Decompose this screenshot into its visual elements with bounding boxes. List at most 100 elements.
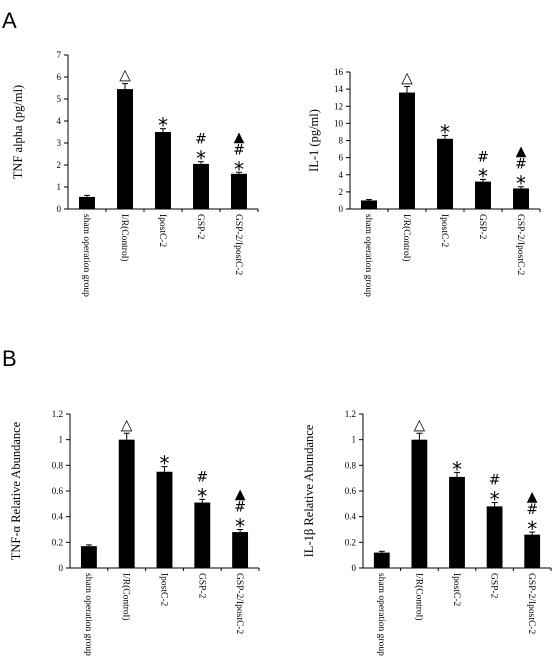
- bar: [193, 163, 209, 209]
- significance-mark: *: [197, 484, 207, 508]
- y-tick-label: 0: [339, 204, 344, 214]
- bar: [155, 132, 171, 209]
- y-tick-label: 4: [57, 116, 62, 126]
- x-category-label: GSP-2: [195, 214, 205, 240]
- significance-mark: ▲: [235, 487, 246, 503]
- x-category-label: GSP-2: [196, 573, 206, 599]
- x-category-label: I/R(Control): [121, 573, 132, 621]
- tnf-alpha-relative-chart: 0 0.2 0.4 0.6 0.8 1 1.2 TNF-α Relative Abundanc…: [9, 409, 260, 656]
- bar: [156, 471, 173, 568]
- y-tick-label: 1: [57, 182, 62, 192]
- significance-mark: #: [195, 132, 207, 148]
- y-tick-label: 6: [57, 72, 62, 82]
- y-tick-label: 0.8: [345, 460, 357, 470]
- significance-mark: #: [196, 469, 208, 485]
- significance-mark: △: [414, 415, 426, 433]
- panel-label-b: B: [2, 346, 17, 371]
- x-category-label: sham operation group: [83, 573, 93, 656]
- significance-mark: ▲: [234, 129, 245, 145]
- y-tick-label: 0.8: [52, 460, 64, 470]
- bar: [80, 546, 97, 568]
- bar: [232, 532, 249, 568]
- il-1beta-relative-chart: 0 0.2 0.4 0.6 0.8 1 1.2 IL-1β Relative Abundanc…: [302, 409, 552, 656]
- y-axis-title: IL-1 (pg/ml): [307, 109, 321, 172]
- y-tick-label: 2: [339, 187, 344, 197]
- x-category-label: IpostC-2: [451, 573, 461, 607]
- y-tick-label: 0: [57, 204, 62, 214]
- bar: [231, 173, 247, 209]
- panel-label-a: A: [2, 8, 17, 33]
- significance-mark: *: [158, 114, 168, 138]
- y-tick-label: 6: [339, 153, 344, 163]
- x-category-label: GSP-2/IpostC-2: [515, 214, 525, 275]
- y-tick-label: 0.4: [345, 512, 357, 522]
- significance-mark: *: [440, 120, 450, 144]
- y-tick-label: 16: [334, 67, 344, 77]
- x-category-label: sham operation group: [363, 214, 373, 297]
- bar: [486, 506, 503, 568]
- bar: [194, 502, 211, 568]
- y-tick-label: 0.2: [345, 537, 356, 547]
- x-category-label: GSP-2/IpostC-2: [233, 214, 243, 275]
- significance-mark: #: [515, 157, 527, 173]
- significance-mark: *: [235, 515, 245, 539]
- x-category-label: sham operation group: [376, 573, 386, 656]
- y-tick-label: 14: [334, 84, 344, 94]
- y-axis-title: TNF alpha (pg/ml): [11, 85, 25, 179]
- bar: [118, 439, 135, 568]
- y-tick-label: 12: [334, 101, 343, 111]
- x-category-label: GSP-2/IpostC-2: [526, 573, 536, 634]
- y-tick-label: 4: [339, 170, 344, 180]
- tnf-alpha-chart: 0 1 2 3 4 5 6 7 TNF alpha (pg/ml) sham operation …: [11, 50, 259, 297]
- y-tick-label: 2: [57, 160, 62, 170]
- significance-mark: ▲: [527, 489, 538, 505]
- significance-mark: #: [477, 149, 489, 165]
- y-tick-label: 8: [339, 136, 344, 146]
- significance-mark: ▲: [516, 144, 527, 160]
- significance-mark: #: [233, 142, 245, 158]
- x-category-label: I/R(Control): [413, 573, 424, 621]
- significance-mark: △: [121, 415, 133, 433]
- bar: [437, 138, 453, 209]
- y-tick-label: 0: [352, 563, 357, 573]
- bar: [117, 89, 133, 209]
- x-category-label: IpostC-2: [439, 214, 449, 248]
- y-tick-label: 1: [59, 435, 64, 445]
- significance-mark: *: [516, 172, 526, 196]
- bar: [373, 552, 390, 568]
- x-category-label: GSP-2: [477, 214, 487, 240]
- significance-mark: *: [527, 517, 537, 541]
- significance-mark: *: [196, 147, 206, 171]
- significance-mark: *: [478, 164, 488, 188]
- y-tick-label: 0: [59, 563, 64, 573]
- x-category-label: GSP-2/IpostC-2: [234, 573, 244, 634]
- x-category-label: I/R(Control): [119, 214, 130, 262]
- y-axis-title: TNF-α Relative Abundance: [9, 421, 23, 560]
- y-tick-label: 1.2: [52, 409, 63, 419]
- y-tick-label: 10: [334, 118, 344, 128]
- x-category-label: sham operation group: [81, 214, 91, 297]
- significance-mark: △: [119, 66, 131, 84]
- bar: [513, 188, 529, 209]
- significance-mark: #: [234, 500, 246, 516]
- y-tick-label: 1: [352, 435, 357, 445]
- bar: [411, 439, 428, 568]
- y-axis-title: IL-1β Relative Abundance: [302, 424, 316, 557]
- y-tick-label: 7: [57, 50, 62, 60]
- significance-mark: *: [490, 488, 500, 512]
- significance-mark: △: [401, 69, 413, 87]
- il-1-chart: 0 2 4 6 8 10 12 14 16 IL-1 (pg/ml) sham operation …: [307, 67, 541, 297]
- significance-mark: *: [452, 457, 462, 481]
- x-category-label: IpostC-2: [159, 573, 169, 607]
- x-category-label: I/R(Control): [401, 214, 412, 262]
- x-category-label: GSP-2: [489, 573, 499, 599]
- bar: [399, 92, 415, 209]
- bar: [79, 196, 95, 209]
- y-tick-label: 3: [57, 138, 62, 148]
- x-category-label: IpostC-2: [157, 214, 167, 248]
- bar: [475, 181, 491, 209]
- significance-mark: #: [526, 502, 538, 518]
- y-tick-label: 0.6: [52, 486, 64, 496]
- bar: [524, 534, 541, 568]
